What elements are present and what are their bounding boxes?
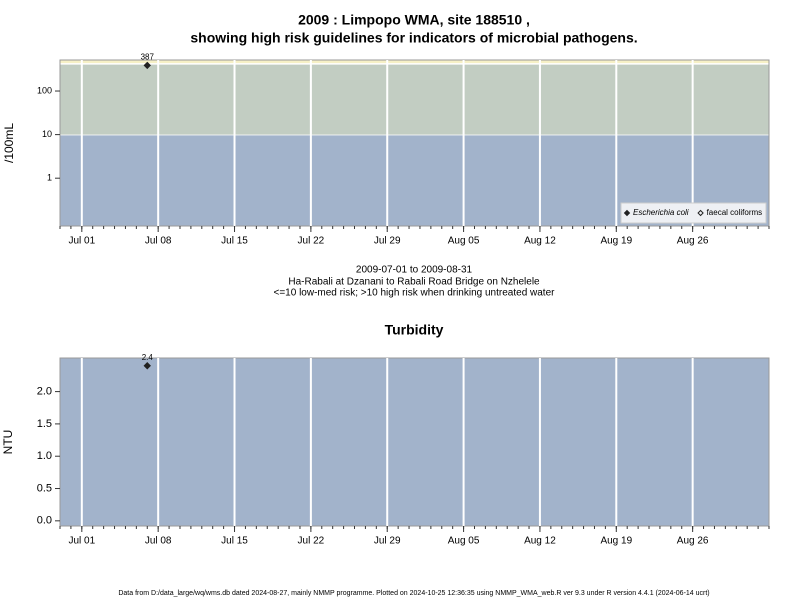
x-tick-label: Aug 19 — [600, 536, 632, 547]
x-tick-label: Aug 19 — [600, 236, 632, 247]
x-tick-label: Aug 26 — [677, 236, 709, 247]
x-tick-label: Jul 08 — [145, 236, 172, 247]
x-tick-label: Jul 29 — [374, 536, 401, 547]
caption: Ha-Rabali at Dzanani to Rabali Road Brid… — [288, 277, 540, 288]
caption: <=10 low-med risk; >10 high risk when dr… — [274, 288, 556, 299]
data-label: 387 — [141, 53, 155, 62]
x-tick-label: Jul 15 — [221, 236, 248, 247]
y-tick-label: 1 — [47, 173, 52, 183]
caption: 2009-07-01 to 2009-08-31 — [356, 265, 473, 276]
y-axis-label: /100mL — [2, 123, 16, 163]
footer: Data from D:/data_large/wq/wms.db dated … — [118, 590, 709, 597]
x-tick-label: Jul 29 — [374, 236, 401, 247]
y-tick-label: 1.0 — [37, 450, 52, 462]
x-tick-label: Jul 22 — [298, 536, 325, 547]
y-tick-label: 10 — [42, 129, 52, 139]
data-label: 2.4 — [142, 353, 154, 362]
plot-frame — [59, 59, 770, 227]
x-tick-label: Aug 05 — [448, 536, 480, 547]
data-point — [143, 61, 151, 70]
chart-title: showing high risk guidelines for indicat… — [190, 30, 637, 46]
legend-box — [620, 202, 767, 224]
x-tick-label: Jul 15 — [221, 536, 248, 547]
y-axis-label: NTU — [1, 430, 15, 455]
data-point — [143, 362, 151, 370]
legend-marker — [697, 209, 704, 217]
y-tick-label: 0.0 — [37, 515, 52, 527]
x-tick-label: Jul 22 — [298, 236, 325, 247]
x-tick-label: Aug 26 — [677, 536, 709, 547]
plot-background — [60, 358, 769, 526]
legend-label: faecal coliforms — [707, 208, 763, 217]
y-tick-label: 100 — [37, 85, 52, 95]
x-tick-label: Jul 08 — [145, 536, 172, 547]
chart-title: 2009 : Limpopo WMA, site 188510 , — [298, 12, 530, 28]
legend-marker — [623, 209, 631, 217]
y-tick-label: 0.5 — [37, 482, 52, 494]
y-tick-label: 2.0 — [37, 386, 52, 398]
risk-band — [60, 63, 769, 135]
x-tick-label: Aug 05 — [448, 236, 480, 247]
plot-frame — [59, 357, 770, 527]
x-tick-label: Jul 01 — [68, 536, 95, 547]
x-tick-label: Aug 12 — [524, 536, 556, 547]
x-tick-label: Aug 12 — [524, 236, 556, 247]
chart-title: Turbidity — [385, 322, 444, 338]
x-tick-label: Jul 01 — [68, 236, 95, 247]
legend-label: Escherichia coli — [633, 208, 689, 217]
y-tick-label: 1.5 — [37, 418, 52, 430]
